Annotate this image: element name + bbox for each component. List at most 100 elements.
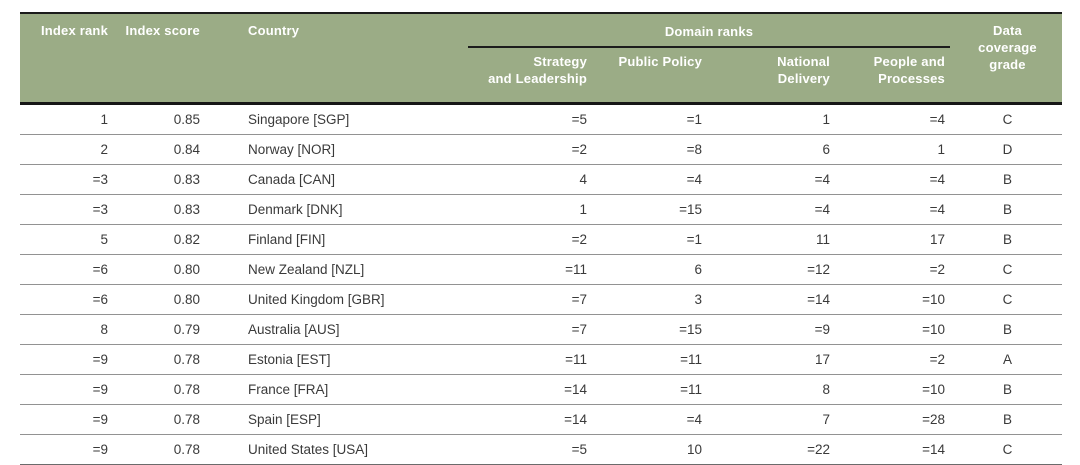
cell-strategy-and-leadership: =14 <box>455 404 595 435</box>
cell-people-and-processes: =28 <box>838 404 953 435</box>
cell-people-and-processes: 17 <box>838 224 953 255</box>
cell-people-and-processes: =14 <box>838 434 953 465</box>
cell-strategy-and-leadership: =5 <box>455 103 595 135</box>
cell-public-policy: =1 <box>595 103 710 135</box>
cell-national-delivery: 8 <box>710 374 838 405</box>
cell-national-delivery: 1 <box>710 103 838 135</box>
cell-national-delivery: =14 <box>710 284 838 315</box>
column-header-data-coverage-grade: Data coverage grade <box>953 13 1062 104</box>
cell-public-policy: =4 <box>595 164 710 195</box>
cell-index-rank: =9 <box>20 374 120 405</box>
cell-index-rank: 2 <box>20 134 120 165</box>
cell-country: Spain [ESP] <box>230 404 455 435</box>
cell-national-delivery: =4 <box>710 164 838 195</box>
cell-data-coverage-grade: B <box>953 404 1062 435</box>
cell-public-policy: =11 <box>595 344 710 375</box>
index-ranking-table: Index rank Index score Country Domain ra… <box>20 12 1062 465</box>
cell-national-delivery: =22 <box>710 434 838 465</box>
table-row: =3 0.83 Canada [CAN] 4 =4 =4 =4 B <box>20 164 1062 195</box>
cell-strategy-and-leadership: =2 <box>455 224 595 255</box>
table-row: =9 0.78 United States [USA] =5 10 =22 =1… <box>20 434 1062 465</box>
grade-header-line: coverage <box>978 39 1037 55</box>
table-row: 5 0.82 Finland [FIN] =2 =1 11 17 B <box>20 224 1062 255</box>
cell-index-rank: =6 <box>20 254 120 285</box>
cell-index-score: 0.78 <box>120 404 230 435</box>
cell-index-score: 0.85 <box>120 103 230 135</box>
cell-data-coverage-grade: B <box>953 194 1062 225</box>
cell-people-and-processes: 1 <box>838 134 953 165</box>
cell-public-policy: =1 <box>595 224 710 255</box>
cell-national-delivery: 11 <box>710 224 838 255</box>
cell-index-score: 0.83 <box>120 164 230 195</box>
cell-strategy-and-leadership: 1 <box>455 194 595 225</box>
table-row: =9 0.78 Spain [ESP] =14 =4 7 =28 B <box>20 404 1062 435</box>
table-row: =3 0.83 Denmark [DNK] 1 =15 =4 =4 B <box>20 194 1062 225</box>
column-header-strategy-and-leadership: Strategy and Leadership <box>455 49 595 104</box>
cell-people-and-processes: =10 <box>838 314 953 345</box>
cell-index-rank: =3 <box>20 194 120 225</box>
column-group-domain-ranks: Domain ranks <box>455 13 953 50</box>
subheader-line: Strategy <box>533 54 587 70</box>
table-row: =9 0.78 France [FRA] =14 =11 8 =10 B <box>20 374 1062 405</box>
column-header-national-delivery: National Delivery <box>710 49 838 104</box>
cell-people-and-processes: =2 <box>838 254 953 285</box>
table-row: =9 0.78 Estonia [EST] =11 =11 17 =2 A <box>20 344 1062 375</box>
cell-public-policy: =15 <box>595 314 710 345</box>
cell-strategy-and-leadership: =11 <box>455 254 595 285</box>
cell-strategy-and-leadership: =7 <box>455 284 595 315</box>
cell-index-rank: =6 <box>20 284 120 315</box>
column-header-index-rank: Index rank <box>20 13 120 104</box>
cell-public-policy: 10 <box>595 434 710 465</box>
cell-index-rank: =3 <box>20 164 120 195</box>
cell-national-delivery: =9 <box>710 314 838 345</box>
grade-header-line: Data <box>993 23 1022 38</box>
grade-header-line: grade <box>989 56 1026 72</box>
cell-people-and-processes: =2 <box>838 344 953 375</box>
cell-data-coverage-grade: C <box>953 103 1062 135</box>
cell-people-and-processes: =10 <box>838 374 953 405</box>
subheader-line: National <box>777 54 830 70</box>
cell-country: Estonia [EST] <box>230 344 455 375</box>
cell-data-coverage-grade: C <box>953 434 1062 465</box>
domain-ranks-label: Domain ranks <box>664 24 754 39</box>
subheader-line: Processes <box>878 71 945 87</box>
table-row: 2 0.84 Norway [NOR] =2 =8 6 1 D <box>20 134 1062 165</box>
header-row-sub: Strategy and Leadership Public Policy Na… <box>20 49 1062 104</box>
cell-country: Canada [CAN] <box>230 164 455 195</box>
cell-people-and-processes: =4 <box>838 194 953 225</box>
cell-index-score: 0.82 <box>120 224 230 255</box>
cell-index-rank: 8 <box>20 314 120 345</box>
cell-index-score: 0.79 <box>120 314 230 345</box>
cell-public-policy: =8 <box>595 134 710 165</box>
cell-data-coverage-grade: B <box>953 374 1062 405</box>
cell-country: Australia [AUS] <box>230 314 455 345</box>
cell-strategy-and-leadership: =7 <box>455 314 595 345</box>
cell-strategy-and-leadership: =2 <box>455 134 595 165</box>
cell-index-score: 0.78 <box>120 374 230 405</box>
cell-public-policy: =4 <box>595 404 710 435</box>
table-row: =6 0.80 New Zealand [NZL] =11 6 =12 =2 C <box>20 254 1062 285</box>
cell-public-policy: =15 <box>595 194 710 225</box>
cell-national-delivery: 6 <box>710 134 838 165</box>
cell-index-score: 0.80 <box>120 284 230 315</box>
cell-index-score: 0.83 <box>120 194 230 225</box>
domain-ranks-underline: Domain ranks <box>468 15 950 49</box>
cell-country: France [FRA] <box>230 374 455 405</box>
cell-data-coverage-grade: C <box>953 254 1062 285</box>
cell-country: New Zealand [NZL] <box>230 254 455 285</box>
cell-national-delivery: 17 <box>710 344 838 375</box>
table-row: 1 0.85 Singapore [SGP] =5 =1 1 =4 C <box>20 103 1062 135</box>
cell-index-score: 0.78 <box>120 344 230 375</box>
subheader-line: Delivery <box>777 71 830 87</box>
cell-national-delivery: =12 <box>710 254 838 285</box>
table-body: 1 0.85 Singapore [SGP] =5 =1 1 =4 C 2 0.… <box>20 103 1062 465</box>
subheader-line: and Leadership <box>488 71 587 87</box>
cell-index-rank: =9 <box>20 344 120 375</box>
table-row: =6 0.80 United Kingdom [GBR] =7 3 =14 =1… <box>20 284 1062 315</box>
header-row-top: Index rank Index score Country Domain ra… <box>20 13 1062 104</box>
cell-strategy-and-leadership: 4 <box>455 164 595 195</box>
column-header-public-policy: Public Policy <box>595 49 710 104</box>
cell-people-and-processes: =10 <box>838 284 953 315</box>
cell-country: Singapore [SGP] <box>230 103 455 135</box>
cell-country: Norway [NOR] <box>230 134 455 165</box>
